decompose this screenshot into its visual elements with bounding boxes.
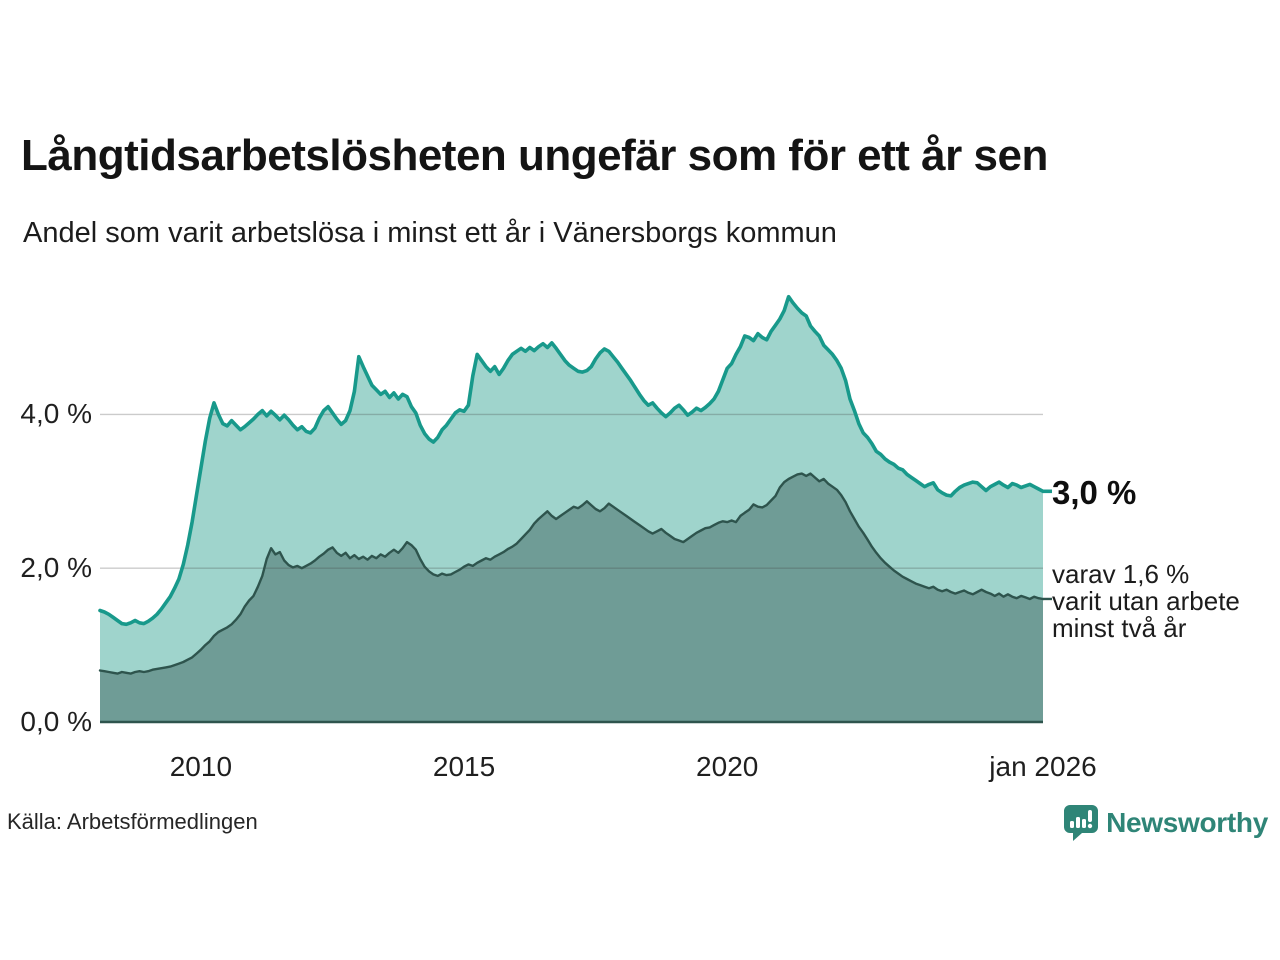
page-subtitle: Andel som varit arbetslösa i minst ett å…	[23, 217, 837, 249]
newsworthy-logo-icon	[1064, 805, 1099, 841]
secondary-value-line-1: varav 1,6 %	[1052, 559, 1190, 589]
newsworthy-logo: Newsworthy	[1063, 804, 1268, 842]
latest-value-label: 3,0 %	[1052, 474, 1137, 511]
line-two-year	[98, 472, 1045, 675]
y-axis-tick-2: 2,0 %	[20, 552, 92, 584]
secondary-value-line-3: minst två år	[1052, 613, 1187, 643]
y-axis-tick-4: 4,0 %	[20, 398, 92, 430]
source-caption: Källa: Arbetsförmedlingen	[7, 809, 258, 834]
x-axis-tick-jan-2026: jan 2026	[989, 751, 1097, 782]
secondary-value-label: varav 1,6 % varit utan arbete minst två …	[1052, 561, 1240, 642]
x-axis-tick-2020: 2020	[696, 751, 759, 782]
line-total	[98, 294, 1045, 627]
secondary-value-line-2: varit utan arbete	[1052, 586, 1240, 616]
area-two-year-fill	[100, 473, 1043, 722]
x-axis-tick-2010: 2010	[169, 751, 233, 782]
newsworthy-logo-text: Newsworthy	[1106, 807, 1268, 838]
x-axis-tick-2015: 2015	[432, 751, 496, 782]
page-title: Långtidsarbetslösheten ungefär som för e…	[21, 131, 1048, 180]
y-axis-tick-0: 0,0 %	[20, 706, 92, 737]
